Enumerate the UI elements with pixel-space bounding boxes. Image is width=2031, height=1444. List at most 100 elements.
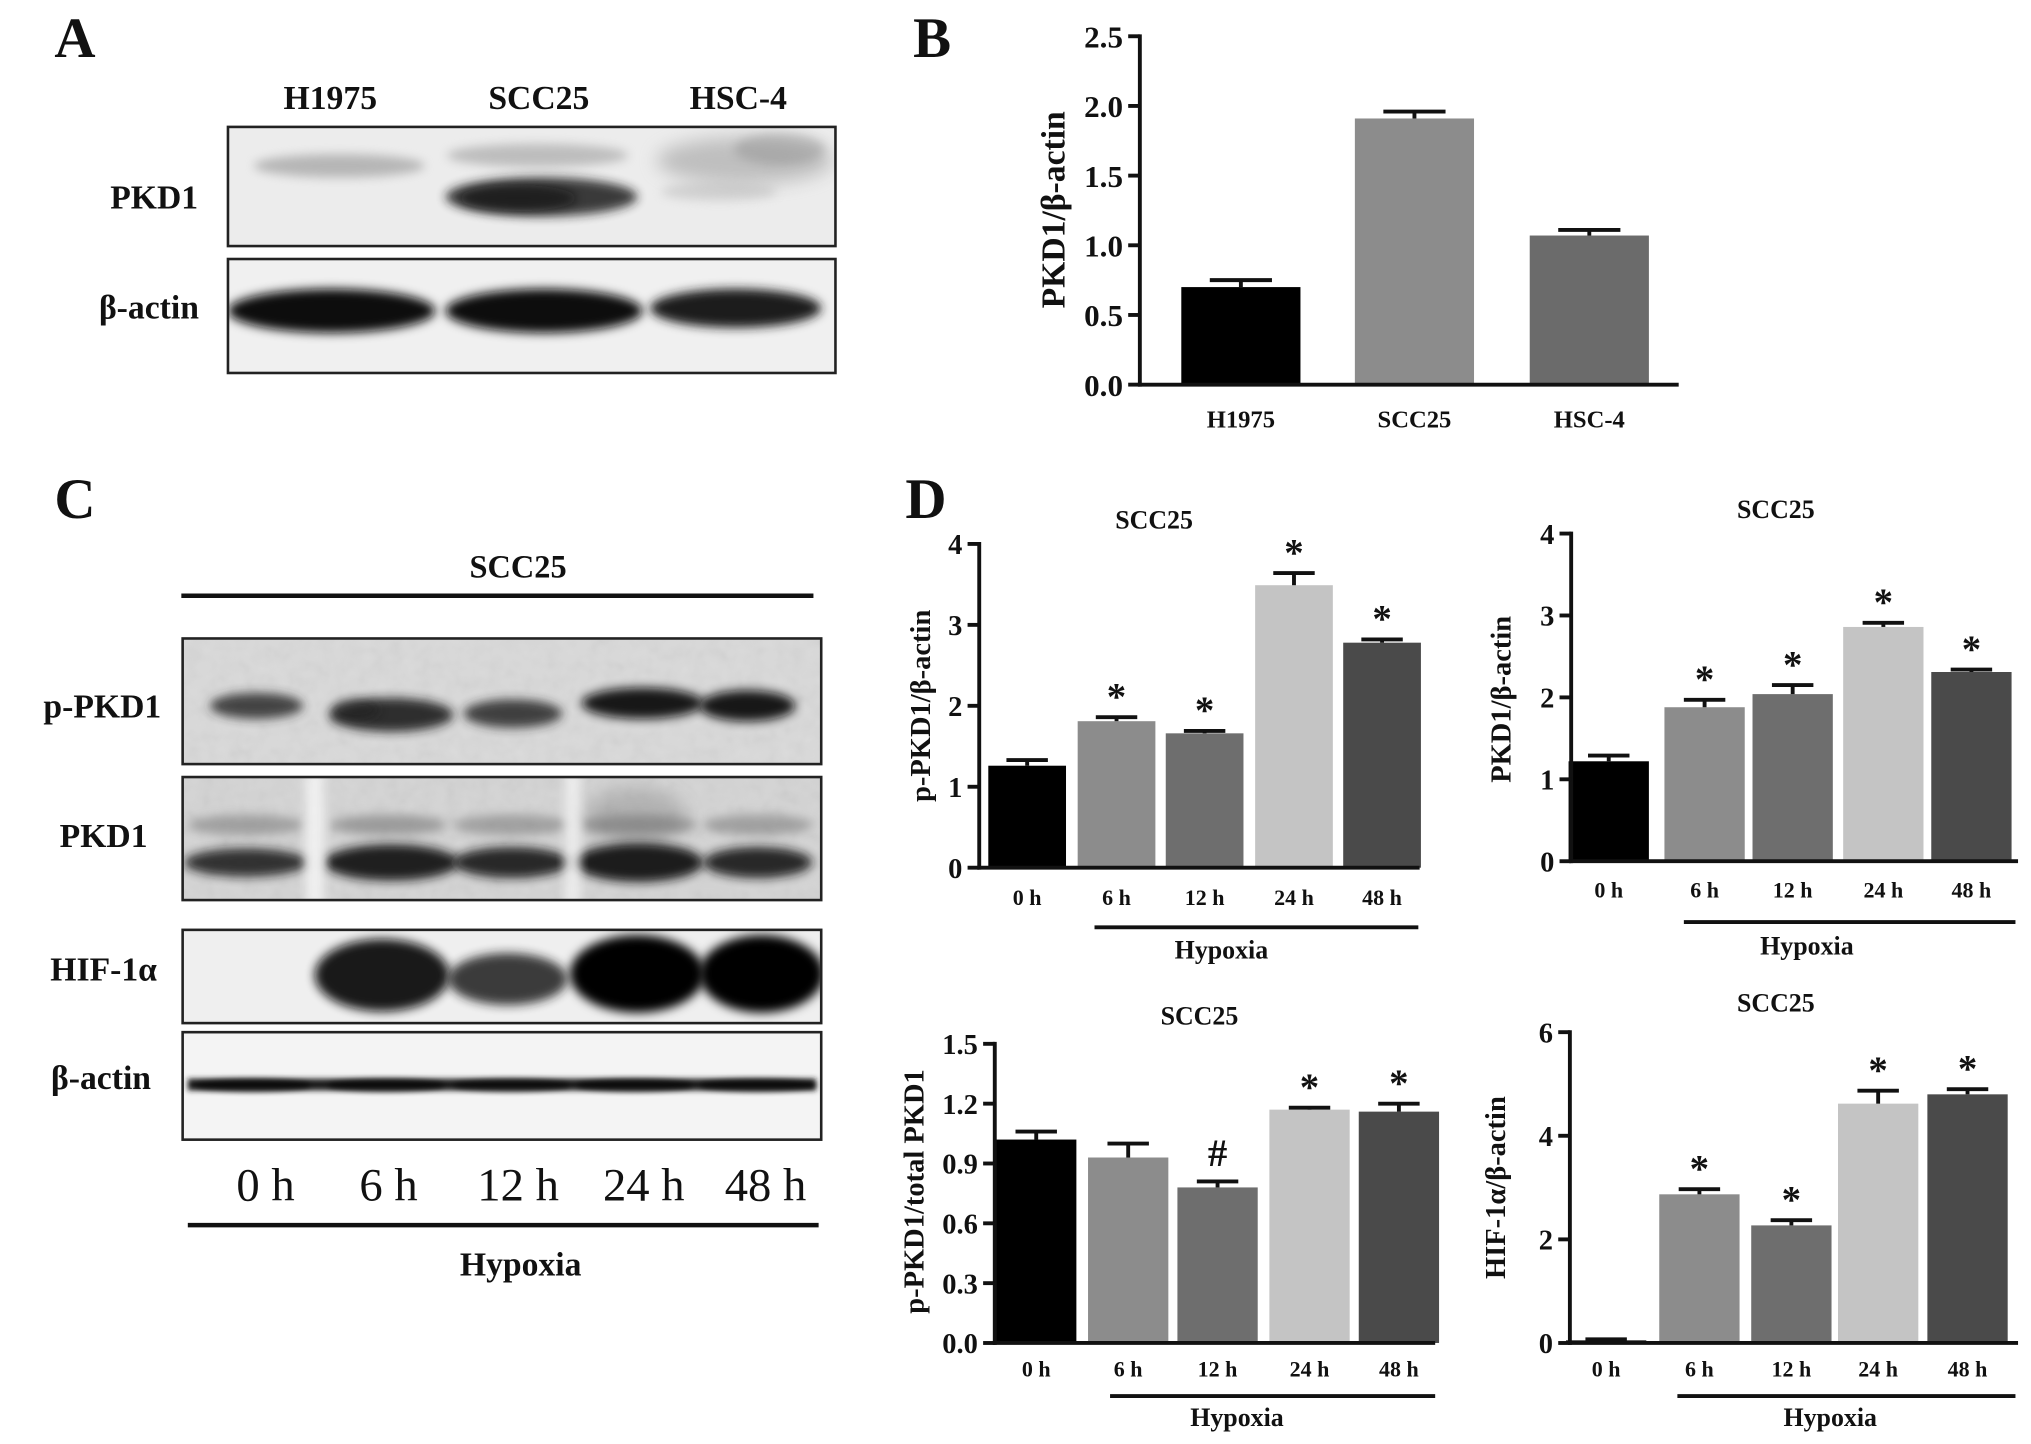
western-blot-beta-actin-timecourse	[181, 1030, 823, 1141]
lane-label-hsc4: HSC-4	[690, 80, 787, 117]
y-axis-label: HIF-1α/β-actin	[1481, 1096, 1512, 1279]
x-tick-label: 12 h	[1185, 885, 1225, 910]
group-label: Hypoxia	[1175, 935, 1269, 964]
panel-c: C SCC25 p-PKD1 PKD1 HIF-1α β-actin	[43, 468, 823, 1284]
lane-label-h1975: H1975	[284, 80, 378, 117]
y-tick-label: 0.6	[942, 1210, 978, 1241]
western-blot-pkd1	[226, 125, 837, 248]
bar-chart-0: H1975 SCC25 HSC-4 0.0 0.5 1.0 1.5 2.0 2.5 PKD1/β-…	[1036, 19, 1679, 433]
y-tick-label: 1.5	[1084, 159, 1123, 194]
timepoint-label: 24 h	[603, 1160, 685, 1212]
x-tick-label: 0 h	[1022, 1357, 1051, 1382]
y-tick-label: 4	[948, 530, 962, 561]
panel-label-d: D	[905, 468, 946, 531]
significance-marker: *	[1868, 1049, 1887, 1092]
condition-label: Hypoxia	[460, 1247, 582, 1284]
significance-marker: *	[1874, 581, 1893, 624]
significance-marker: *	[1782, 1178, 1801, 1221]
bar-h1975	[1181, 287, 1301, 385]
x-tick-label: 12 h	[1771, 1357, 1811, 1382]
y-axis-label: p-PKD1/total PKD1	[900, 1069, 931, 1313]
x-tick-label: 48 h	[1362, 885, 1402, 910]
x-tick-label: 0 h	[1594, 877, 1623, 902]
y-tick-label: 0.3	[942, 1269, 978, 1300]
y-tick-label: 2	[1540, 684, 1554, 715]
y-axis-label: PKD1/β-actin	[1486, 616, 1517, 783]
bar-12-h	[1752, 694, 1833, 862]
bar-chart-3: 0 h 6 h 12 h #24 h * 48 h * 0.0 0.3 0.6 0.9 1.2 1.5 p…	[900, 1001, 1440, 1432]
bar-0-h	[988, 765, 1067, 868]
y-tick-label: 1.5	[942, 1030, 978, 1061]
bar-chart-4: 0 h 6 h * 12 h * 24 h * 48 h * 0 2 4 6 HIF-1α/β-actin…	[1481, 988, 2019, 1432]
blot-label-beta-actin: β-actin	[51, 1060, 151, 1097]
x-tick-label: HSC-4	[1554, 406, 1625, 433]
chart-title: SCC25	[1737, 988, 1815, 1017]
x-tick-label: 24 h	[1863, 877, 1903, 902]
blot-label-pkd1: PKD1	[60, 818, 148, 855]
bar-scc25	[1354, 118, 1475, 385]
bar-12-h	[1177, 1187, 1258, 1343]
significance-marker: *	[1958, 1047, 1977, 1090]
bar-chart-2: 0 h 6 h * 12 h * 24 h * 48 h * 0 1 2 3 4 PKD1/β-actin S…	[1486, 495, 2019, 960]
x-tick-label: 48 h	[1379, 1357, 1419, 1382]
significance-marker: *	[1284, 531, 1303, 574]
significance-marker: *	[1962, 628, 1981, 671]
y-axis-label: p-PKD1/β-actin	[906, 610, 937, 802]
x-tick-label: SCC25	[1378, 406, 1452, 433]
x-tick-label: 6 h	[1685, 1357, 1714, 1382]
bar-12-h	[1751, 1225, 1832, 1343]
y-tick-label: 0.5	[1084, 298, 1123, 333]
x-tick-label: 6 h	[1102, 885, 1131, 910]
bar-48-h	[1358, 1111, 1440, 1343]
significance-marker: *	[1389, 1062, 1408, 1105]
bar-24-h	[1843, 626, 1924, 862]
x-tick-label: 0 h	[1013, 885, 1042, 910]
y-tick-label: 4	[1539, 1122, 1553, 1153]
panel-a: A H1975 SCC25 HSC-4 PKD1 β-actin	[54, 7, 837, 375]
lane-label-scc25: SCC25	[488, 80, 589, 117]
bar-hsc-4	[1529, 235, 1649, 385]
western-blot-p-pkd1	[181, 637, 823, 766]
bar-48-h	[1343, 642, 1421, 868]
significance-marker: #	[1208, 1132, 1227, 1175]
bar-chart-1: 0 h 6 h * 12 h * 24 h * 48 h * 0 1 2 3 4 p-PKD1/β-acti…	[906, 505, 1421, 964]
bar-6-h	[1077, 721, 1156, 868]
bar-24-h	[1838, 1103, 1919, 1343]
group-label: Hypoxia	[1760, 931, 1854, 960]
x-tick-label: 48 h	[1952, 877, 1992, 902]
bar-48-h	[1931, 672, 2012, 862]
significance-marker: *	[1107, 675, 1126, 718]
y-tick-label: 1.2	[942, 1090, 978, 1121]
bar-6-h	[1659, 1194, 1740, 1343]
y-tick-label: 1	[948, 773, 962, 804]
significance-marker: *	[1783, 643, 1802, 686]
significance-marker: *	[1300, 1066, 1319, 1109]
x-tick-label: 12 h	[1773, 877, 1813, 902]
y-tick-label: 0.0	[1084, 368, 1123, 403]
y-tick-label: 6	[1539, 1018, 1553, 1049]
x-tick-label: 6 h	[1690, 877, 1719, 902]
timepoint-label: 48 h	[725, 1160, 807, 1212]
y-tick-label: 2	[1539, 1226, 1553, 1257]
chart-title: SCC25	[1161, 1001, 1239, 1030]
y-tick-label: 1.0	[1084, 228, 1123, 263]
y-axis-label: PKD1/β-actin	[1036, 111, 1073, 308]
bar-24-h	[1269, 1109, 1350, 1343]
y-tick-label: 0.9	[942, 1150, 978, 1181]
y-tick-label: 2	[948, 692, 962, 723]
group-label: Hypoxia	[1783, 1403, 1877, 1432]
bar-24-h	[1255, 585, 1333, 868]
y-tick-label: 0	[1540, 847, 1554, 878]
y-tick-label: 0.0	[942, 1329, 978, 1360]
x-tick-label: 0 h	[1592, 1357, 1621, 1382]
y-tick-label: 4	[1540, 520, 1554, 551]
blot-label-hif1a: HIF-1α	[50, 951, 157, 988]
chart-title: SCC25	[1115, 505, 1193, 534]
x-tick-label: 48 h	[1948, 1357, 1988, 1382]
x-tick-label: 24 h	[1290, 1357, 1330, 1382]
bar-0-h	[1568, 761, 1649, 862]
group-label: Hypoxia	[1190, 1403, 1284, 1432]
western-blot-beta-actin	[226, 257, 837, 375]
significance-marker: *	[1690, 1147, 1709, 1190]
